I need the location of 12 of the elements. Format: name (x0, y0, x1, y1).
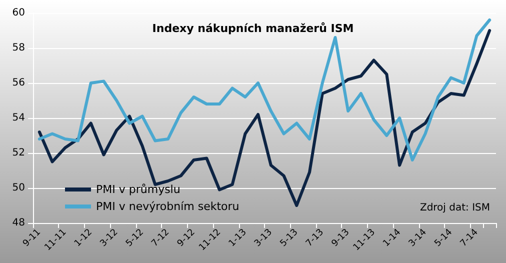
y-tick-label: 60 (12, 8, 25, 18)
annotation: Zdroj dat: ISM (420, 202, 490, 214)
y-tick-label: 48 (12, 218, 25, 228)
legend-label: PMI v průmyslu (96, 183, 180, 196)
y-tick-label: 54 (12, 112, 25, 124)
y-tick-label: 58 (12, 42, 25, 54)
legend-label: PMI v nevýrobním sektoru (96, 200, 240, 213)
text: Indexy nákupních manažerů ISM (152, 22, 354, 35)
y-tick-label: 52 (12, 148, 25, 158)
line-series (38, 18, 492, 162)
y-tick-label: 56 (12, 78, 25, 88)
y-tick-label: 50 (12, 182, 25, 194)
